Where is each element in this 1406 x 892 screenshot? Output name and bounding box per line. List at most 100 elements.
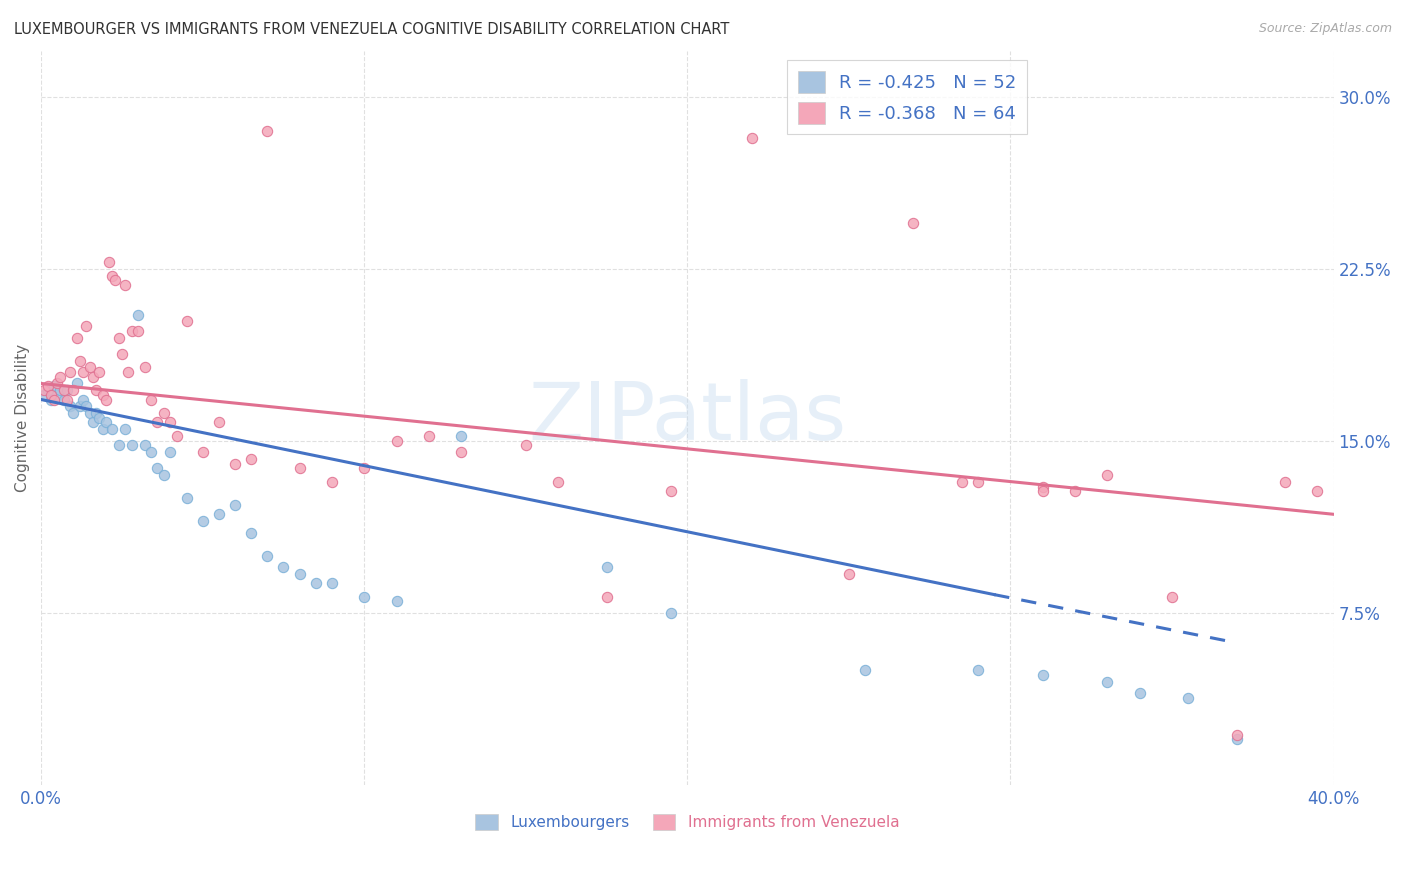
Point — [69, 353, 91, 368]
Point — [59, 365, 82, 379]
Point — [34, 384, 56, 398]
Point — [191, 514, 214, 528]
Point — [97, 255, 120, 269]
Point — [94, 416, 117, 430]
Point — [66, 330, 89, 344]
Point — [82, 416, 104, 430]
Point — [94, 392, 117, 407]
Point — [79, 360, 101, 375]
Point — [159, 416, 181, 430]
Point — [46, 376, 69, 391]
Point — [1032, 668, 1054, 682]
Legend: Luxembourgers, Immigrants from Venezuela: Luxembourgers, Immigrants from Venezuela — [470, 808, 905, 836]
Point — [52, 384, 75, 398]
Point — [659, 484, 682, 499]
Point — [321, 475, 343, 490]
Point — [101, 268, 124, 283]
Point — [117, 365, 139, 379]
Point — [72, 392, 94, 407]
Point — [49, 369, 72, 384]
Point — [1032, 484, 1054, 499]
Point — [121, 324, 143, 338]
Point — [42, 378, 65, 392]
Point — [91, 388, 114, 402]
Point — [305, 576, 328, 591]
Point — [176, 314, 198, 328]
Point — [139, 445, 162, 459]
Y-axis label: Cognitive Disability: Cognitive Disability — [15, 343, 30, 492]
Point — [34, 388, 56, 402]
Point — [127, 324, 149, 338]
Point — [56, 392, 79, 407]
Point — [1032, 480, 1054, 494]
Point — [595, 590, 617, 604]
Point — [321, 576, 343, 591]
Text: ZIPatlas: ZIPatlas — [529, 379, 846, 457]
Point — [66, 376, 89, 391]
Point — [62, 406, 84, 420]
Point — [75, 400, 97, 414]
Point — [153, 406, 176, 420]
Point — [224, 498, 246, 512]
Point — [450, 445, 472, 459]
Point — [91, 422, 114, 436]
Text: LUXEMBOURGER VS IMMIGRANTS FROM VENEZUELA COGNITIVE DISABILITY CORRELATION CHART: LUXEMBOURGER VS IMMIGRANTS FROM VENEZUEL… — [14, 22, 730, 37]
Point — [89, 410, 111, 425]
Point — [39, 388, 62, 402]
Point — [903, 216, 925, 230]
Point — [79, 406, 101, 420]
Point — [101, 422, 124, 436]
Point — [1177, 690, 1199, 705]
Point — [256, 549, 278, 563]
Point — [741, 131, 763, 145]
Point — [208, 508, 231, 522]
Point — [104, 273, 127, 287]
Point — [1064, 484, 1087, 499]
Point — [547, 475, 569, 490]
Point — [166, 429, 188, 443]
Point — [515, 438, 537, 452]
Point — [1274, 475, 1296, 490]
Point — [84, 406, 107, 420]
Point — [111, 346, 134, 360]
Point — [89, 365, 111, 379]
Point — [967, 664, 990, 678]
Point — [139, 392, 162, 407]
Point — [114, 277, 136, 292]
Point — [114, 422, 136, 436]
Point — [418, 429, 440, 443]
Point — [62, 384, 84, 398]
Point — [59, 400, 82, 414]
Point — [146, 416, 169, 430]
Point — [1161, 590, 1184, 604]
Point — [52, 392, 75, 407]
Point — [385, 594, 408, 608]
Point — [353, 590, 375, 604]
Point — [950, 475, 973, 490]
Point — [82, 369, 104, 384]
Point — [134, 360, 156, 375]
Point — [1097, 468, 1119, 483]
Text: Source: ZipAtlas.com: Source: ZipAtlas.com — [1258, 22, 1392, 36]
Point — [146, 461, 169, 475]
Point — [121, 438, 143, 452]
Point — [107, 330, 129, 344]
Point — [159, 445, 181, 459]
Point — [288, 461, 311, 475]
Point — [450, 429, 472, 443]
Point — [42, 392, 65, 407]
Point — [39, 392, 62, 407]
Point — [69, 400, 91, 414]
Point — [385, 434, 408, 448]
Point — [240, 452, 263, 467]
Point — [37, 384, 59, 398]
Point — [273, 560, 295, 574]
Point — [659, 606, 682, 620]
Point — [256, 124, 278, 138]
Point — [56, 384, 79, 398]
Point — [1226, 732, 1249, 747]
Point — [838, 566, 860, 581]
Point — [127, 308, 149, 322]
Point — [1306, 484, 1329, 499]
Point — [1129, 686, 1152, 700]
